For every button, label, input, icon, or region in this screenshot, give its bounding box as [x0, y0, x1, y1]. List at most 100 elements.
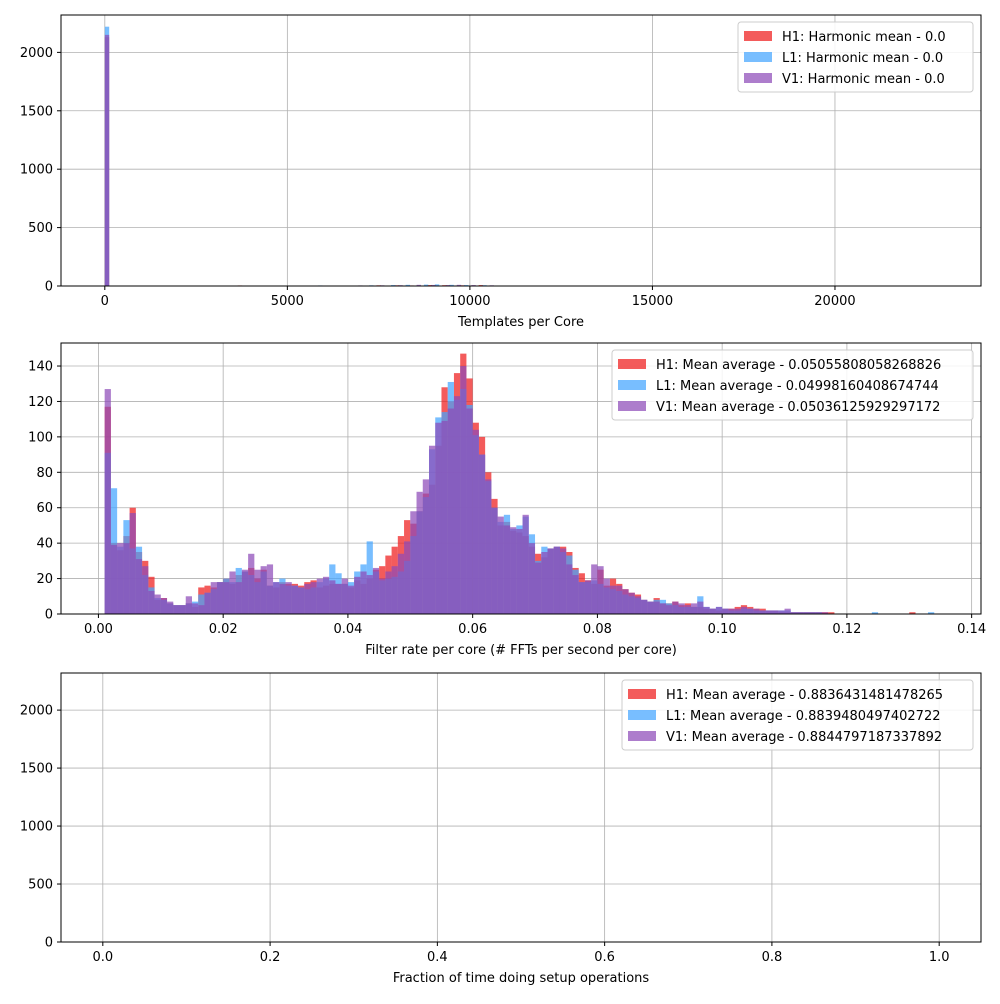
bar-v1	[660, 603, 666, 614]
bar-v1	[204, 593, 210, 614]
bar-v1	[597, 566, 603, 614]
legend-label-l1: L1: Mean average - 0.8839480497402722	[666, 709, 941, 724]
legend-swatch-h1	[628, 689, 656, 699]
bar-v1	[354, 577, 360, 614]
x-tick-label: 0.6	[594, 950, 615, 965]
bar-v1	[111, 545, 117, 614]
legend: H1: Mean average - 0.05055808058268826 L1…	[612, 350, 973, 420]
bar-v1	[510, 527, 516, 614]
y-tick-label: 1000	[20, 820, 53, 835]
x-tick-label: 0.2	[260, 950, 281, 965]
bar-v1	[192, 603, 198, 614]
bar-v1	[167, 602, 173, 614]
legend-swatch-h1	[618, 359, 646, 369]
bar-v1	[473, 430, 479, 614]
bar-v1	[211, 582, 217, 614]
bar-v1	[535, 563, 541, 614]
bar-v1	[423, 479, 429, 614]
bar-v1	[136, 559, 142, 614]
bar-v1	[604, 579, 610, 614]
legend-label-h1: H1: Mean average - 0.8836431481478265	[666, 688, 943, 703]
legend-label-v1: V1: Harmonic mean - 0.0	[782, 72, 945, 87]
x-tick-label: 0	[101, 294, 109, 309]
bar-v1	[441, 421, 447, 614]
bar-v1	[691, 603, 697, 614]
bar-v1	[678, 603, 684, 614]
y-tick-label: 1500	[20, 762, 53, 777]
bar-v1	[148, 591, 154, 614]
bar-v1	[117, 543, 123, 614]
bar-v1	[261, 566, 267, 614]
bar-v1	[685, 605, 691, 614]
bar-v1	[666, 605, 672, 614]
bar-v1	[504, 525, 510, 614]
bar-v1	[273, 582, 279, 614]
bar-v1	[323, 577, 329, 614]
bar-v1	[772, 610, 778, 614]
x-tick-label: 0.00	[84, 622, 113, 637]
x-axis-label: Fraction of time doing setup operations	[393, 971, 650, 986]
bar-v1	[392, 566, 398, 614]
bar-v1	[379, 579, 385, 614]
bar-v1	[385, 571, 391, 614]
bar-v1	[485, 479, 491, 614]
bar-v1	[448, 409, 454, 614]
bar-v1	[747, 609, 753, 614]
legend: H1: Harmonic mean - 0.0L1: Harmonic mean…	[738, 22, 973, 92]
bar-v1	[523, 515, 529, 614]
bar-v1	[778, 610, 784, 614]
bar-v1	[267, 564, 273, 614]
legend-swatch-v1	[628, 731, 656, 741]
legend: H1: Mean average - 0.8836431481478265 L1:…	[622, 680, 973, 750]
bar-v1	[735, 609, 741, 614]
y-tick-label: 500	[28, 878, 53, 893]
x-tick-label: 0.02	[209, 622, 238, 637]
bar-v1	[155, 595, 161, 614]
bar-v1	[429, 446, 435, 614]
x-tick-label: 0.12	[832, 622, 861, 637]
y-tick-label: 1500	[20, 104, 53, 119]
bar-v1	[342, 579, 348, 614]
bar-v1	[254, 570, 260, 614]
legend-label-v1: V1: Mean average - 0.05036125929297172	[656, 400, 940, 415]
bar-v1	[317, 579, 323, 614]
bar-v1	[286, 582, 292, 614]
bar-v1	[766, 610, 772, 614]
bar-v1	[710, 609, 716, 614]
legend-label-l1: L1: Mean average - 0.04998160408674744	[656, 379, 939, 394]
bar-v1	[647, 602, 653, 614]
bar-v1	[579, 582, 585, 614]
y-tick-label: 20	[36, 572, 53, 587]
y-tick-label: 0	[45, 608, 53, 623]
bar-v1	[635, 596, 641, 614]
legend-label-h1: H1: Harmonic mean - 0.0	[782, 30, 946, 45]
bar-v1	[198, 605, 204, 614]
x-axis-label: Filter rate per core (# FFTs per second …	[365, 643, 677, 658]
bar-v1	[616, 586, 622, 614]
bar-v1	[417, 492, 423, 614]
bar-v1	[310, 582, 316, 614]
bar-v1	[142, 566, 148, 614]
bar-v1	[161, 598, 167, 614]
legend-label-h1: H1: Mean average - 0.05055808058268826	[656, 358, 941, 373]
bar-v1	[591, 564, 597, 614]
bar-v1	[173, 605, 179, 614]
y-tick-label: 140	[28, 360, 53, 375]
bar-v1	[672, 602, 678, 614]
bar-v1	[410, 511, 416, 614]
x-tick-label: 20000	[814, 294, 855, 309]
bar-v1	[435, 423, 441, 614]
bar-v1	[373, 568, 379, 614]
bar-v1	[404, 541, 410, 614]
bar-v1	[722, 609, 728, 614]
legend-swatch-v1	[618, 401, 646, 411]
bar-v1	[130, 513, 136, 614]
bar-v1	[498, 517, 504, 614]
bar-v1	[629, 593, 635, 614]
bar-v1	[460, 366, 466, 614]
x-tick-label: 0.10	[708, 622, 737, 637]
bar-v1	[479, 455, 485, 614]
bar-v1	[572, 575, 578, 614]
y-tick-label: 100	[28, 430, 53, 445]
